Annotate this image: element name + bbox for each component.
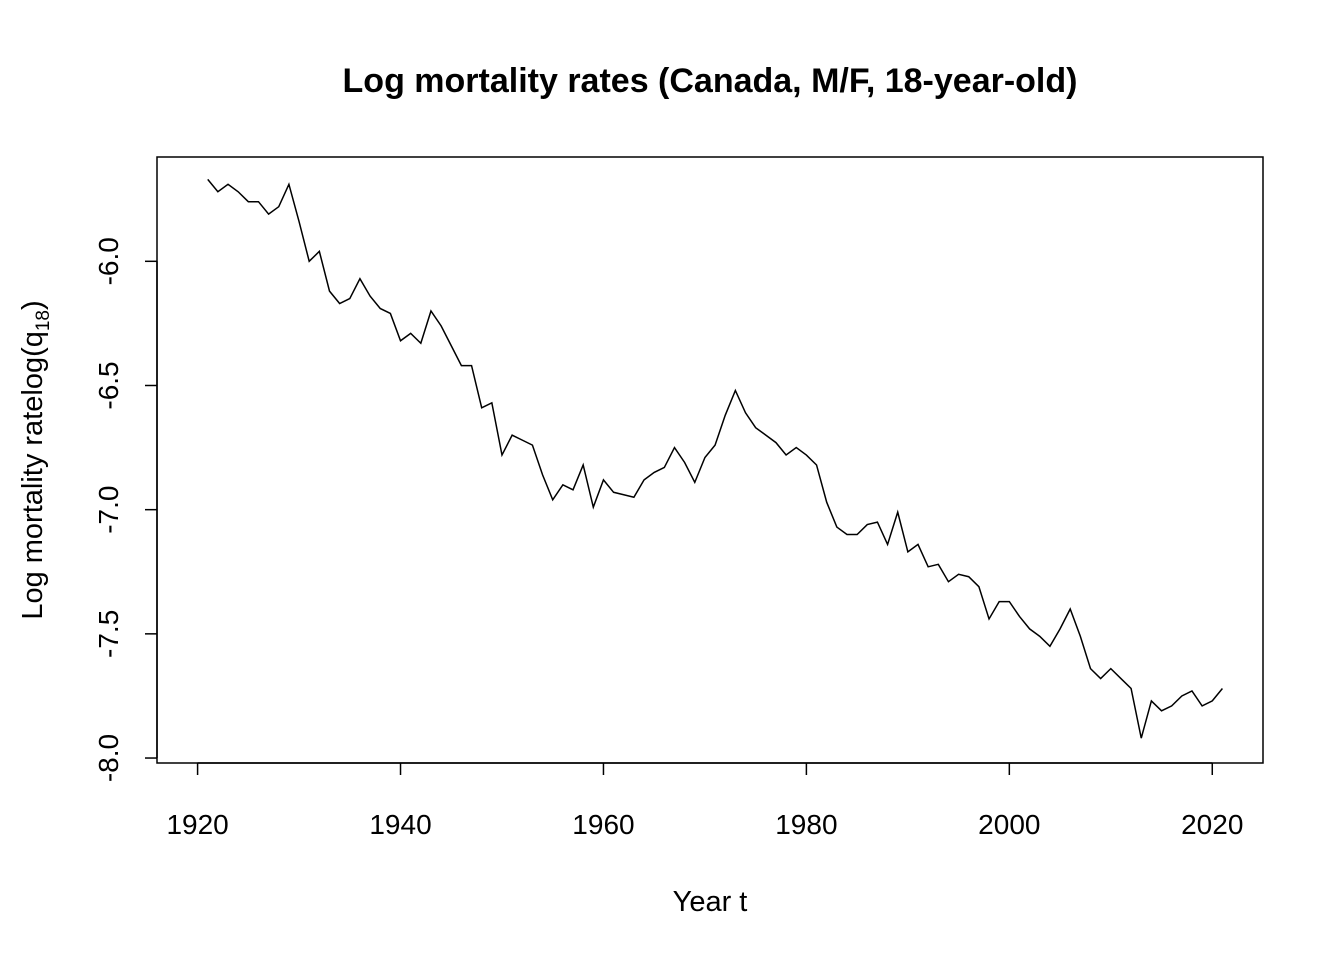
y-axis-label-main: Log mortality ratelog(q [17, 331, 49, 620]
y-axis-label-subscript: 18 [33, 310, 54, 331]
x-tick-label: 1940 [369, 809, 431, 840]
x-tick-label: 2000 [978, 809, 1040, 840]
y-tick-label: -6.5 [93, 361, 124, 409]
x-tick-label: 1980 [775, 809, 837, 840]
x-axis-label: Year t [673, 886, 748, 918]
y-tick-label: -7.5 [93, 610, 124, 658]
y-tick-label: -6.0 [93, 237, 124, 285]
y-axis: -8.0 -7.5 -7.0 -6.5 -6.0 [93, 237, 158, 782]
x-tick-label: 1920 [166, 809, 228, 840]
chart-title: Log mortality rates (Canada, M/F, 18-yea… [343, 62, 1078, 100]
y-axis-label: Log mortality ratelog(q18) [17, 300, 54, 619]
x-tick-label: 2020 [1181, 809, 1243, 840]
y-tick-label: -8.0 [93, 734, 124, 782]
plot-frame [156, 156, 1264, 764]
x-tick-label: 1960 [572, 809, 634, 840]
y-tick-label: -7.0 [93, 486, 124, 534]
x-axis: 1920 1940 1960 1980 2000 2020 [166, 762, 1243, 840]
series-line [207, 178, 1223, 739]
y-axis-label-suffix: ) [17, 300, 49, 310]
